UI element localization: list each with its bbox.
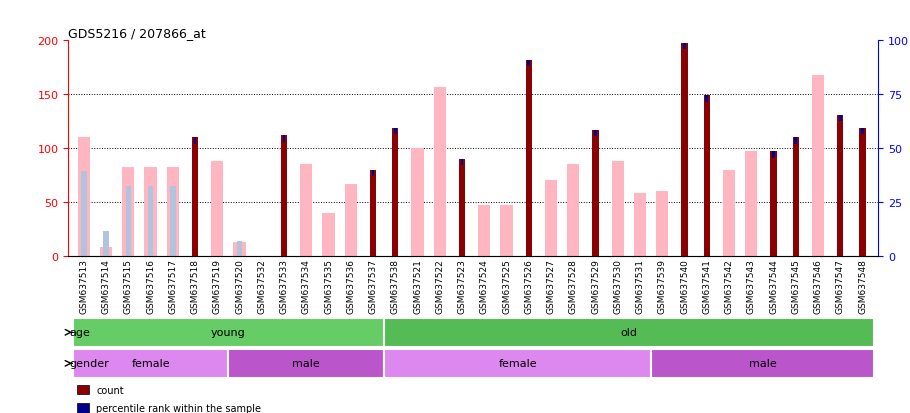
Bar [122,168,135,256]
Bar [77,138,90,256]
Bar [703,96,710,256]
Bar [682,43,688,256]
Bar [479,206,490,256]
Bar [411,149,424,256]
Text: old: old [621,328,637,337]
Bar [384,318,874,347]
Text: GDS5216 / 207866_at: GDS5216 / 207866_at [68,27,206,40]
Bar [73,349,228,378]
Bar [501,206,512,256]
Bar [126,186,131,256]
Text: gender: gender [69,358,108,368]
Text: age: age [69,328,90,337]
Bar [793,138,799,256]
Bar [837,115,844,256]
Bar [526,61,532,256]
Text: count: count [96,385,124,394]
Bar [723,170,735,256]
Text: young: young [211,328,246,337]
Bar [192,138,198,256]
Bar [394,128,397,135]
Text: female: female [499,358,537,368]
Bar [104,231,109,256]
Bar [528,61,531,67]
Text: male: male [292,358,320,368]
Bar [434,88,446,256]
Text: percentile rank within the sample: percentile rank within the sample [96,403,261,413]
Bar [73,318,384,347]
Bar [194,138,197,145]
Bar [234,242,246,256]
Text: male: male [749,358,776,368]
Bar [370,170,376,256]
Bar [211,161,224,256]
Bar [170,186,176,256]
Bar [859,128,865,256]
Bar [705,96,708,102]
Bar [392,128,399,256]
Bar [100,247,112,256]
Bar [594,131,597,137]
Bar [372,170,374,177]
Bar [652,349,874,378]
Bar [612,161,624,256]
Bar [237,241,242,256]
Bar [545,181,557,256]
Bar [656,192,669,256]
Bar [745,152,757,256]
Bar [322,213,335,256]
Bar [771,152,777,256]
Bar [683,43,686,50]
Bar [460,159,463,166]
Bar [167,168,179,256]
Bar [634,194,646,256]
Bar [459,159,465,256]
Bar [300,165,312,256]
Bar [384,349,652,378]
Bar [81,171,86,256]
Bar [773,152,775,158]
Bar [567,165,580,256]
Bar [228,349,384,378]
Bar [147,186,154,256]
Bar [812,76,824,256]
Bar [839,115,842,122]
Bar [281,136,288,256]
Bar [283,136,286,142]
Bar [145,168,157,256]
Bar [794,138,797,145]
Bar [345,184,357,256]
Text: female: female [131,358,170,368]
Bar [592,131,599,256]
Bar [861,128,864,135]
